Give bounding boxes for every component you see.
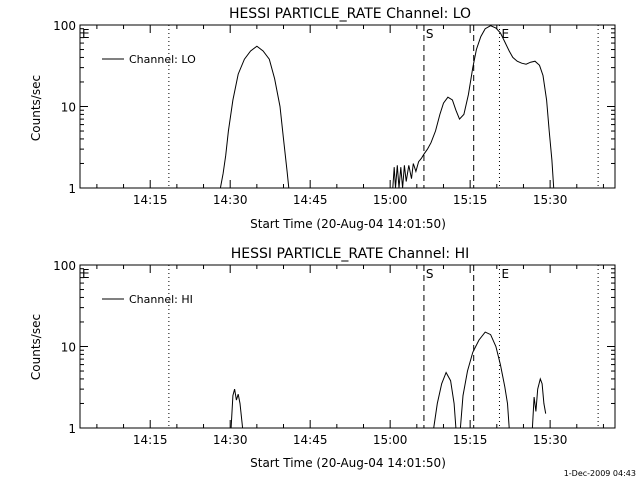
chart-title: HESSI PARTICLE_RATE Channel: HI	[231, 246, 469, 262]
event-marker-label: E	[501, 27, 509, 41]
series-line	[219, 45, 290, 189]
event-marker-label: S	[426, 27, 434, 41]
x-tick-label: 14:30	[213, 193, 248, 207]
series-line	[392, 25, 555, 189]
y-axis-label: Counts/sec	[29, 75, 43, 141]
x-tick-label: 15:30	[533, 433, 568, 447]
y-tick-label: 10	[61, 101, 76, 115]
y-tick-label: 100	[53, 259, 76, 273]
event-marker-label: S	[426, 267, 434, 281]
series-line	[531, 377, 547, 429]
chart-title: HESSI PARTICLE_RATE Channel: LO	[229, 6, 471, 22]
y-tick-label: 1	[68, 182, 76, 196]
y-tick-label: 1	[68, 422, 76, 436]
plot-frame	[79, 24, 616, 189]
x-tick-label: 15:30	[533, 193, 568, 207]
legend-label: Channel: HI	[129, 293, 193, 306]
x-tick-label: 14:30	[213, 433, 248, 447]
event-marker-label: E	[501, 267, 509, 281]
x-tick-label: 14:45	[293, 193, 328, 207]
panel-channel-lo: HESSI PARTICLE_RATE Channel: LO Start Ti…	[29, 6, 616, 231]
series-line	[459, 331, 510, 429]
legend-label: Channel: LO	[129, 53, 196, 66]
x-tick-label: 15:00	[373, 193, 408, 207]
x-axis-label: Start Time (20-Aug-04 14:01:50)	[250, 456, 446, 470]
x-tick-label: 14:15	[133, 433, 168, 447]
event-marker-label: E	[82, 27, 90, 41]
x-tick-label: 14:45	[293, 433, 328, 447]
series-line	[433, 371, 457, 429]
footer-timestamp: 1-Dec-2009 04:43	[564, 469, 636, 478]
x-tick-label: 15:00	[373, 433, 408, 447]
y-tick-label: 10	[61, 341, 76, 355]
event-marker-label: E	[82, 267, 90, 281]
panel-channel-hi: HESSI PARTICLE_RATE Channel: HI Start Ti…	[29, 246, 616, 470]
x-tick-label: 15:15	[453, 433, 488, 447]
series-line	[230, 388, 244, 429]
y-axis-label: Counts/sec	[29, 314, 43, 380]
x-tick-label: 15:15	[453, 193, 488, 207]
x-tick-label: 14:15	[133, 193, 168, 207]
y-tick-label: 100	[53, 19, 76, 33]
x-axis-label: Start Time (20-Aug-04 14:01:50)	[250, 217, 446, 231]
